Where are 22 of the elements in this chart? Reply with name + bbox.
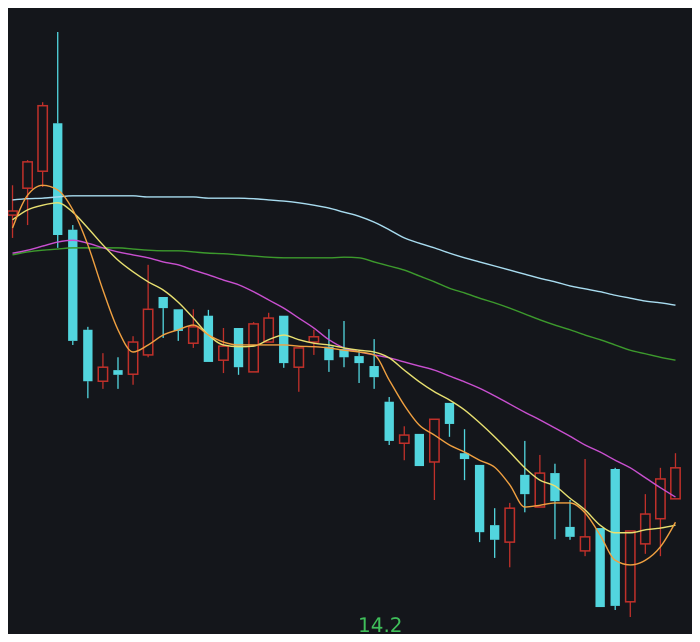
candlestick (218, 327, 229, 374)
candlestick (490, 508, 500, 559)
candlestick (188, 308, 199, 349)
annotation: 14.2 (358, 613, 403, 637)
candlestick (520, 440, 530, 513)
candlestick (610, 467, 620, 611)
candlestick (640, 494, 651, 554)
candlestick (369, 338, 379, 390)
candlestick (550, 463, 560, 540)
candlestick (113, 356, 123, 390)
candlestick (68, 224, 78, 346)
candlestick (384, 396, 394, 446)
candlestick (37, 102, 48, 188)
candlestick (460, 428, 470, 481)
candlestick (308, 329, 320, 356)
candlestick (142, 264, 154, 358)
candlestick (83, 326, 93, 399)
candlestick (398, 426, 410, 461)
candlestick (654, 467, 666, 557)
candlestick (53, 31, 62, 249)
candlestick (8, 184, 18, 239)
candlestick (504, 502, 516, 568)
